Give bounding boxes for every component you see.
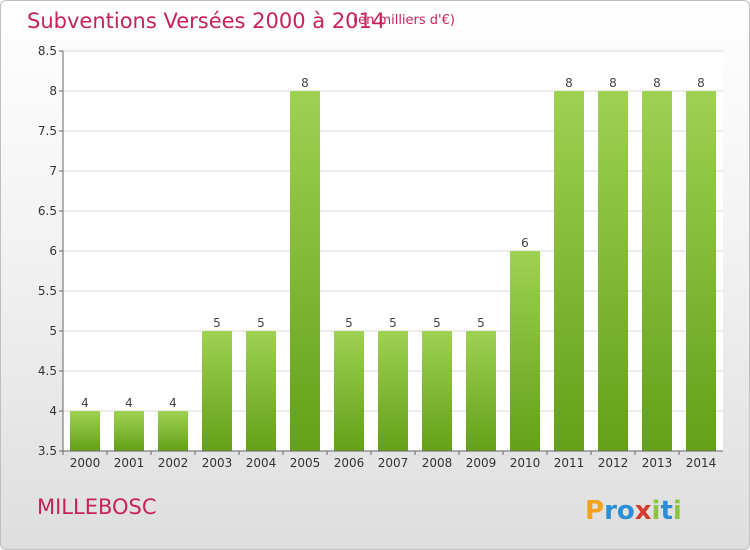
y-tick-label: 6.5	[38, 204, 57, 218]
bar-2014	[686, 91, 716, 451]
y-tick-label: 6	[49, 244, 57, 258]
value-label-2001: 4	[125, 396, 133, 410]
value-label-2009: 5	[477, 316, 485, 330]
svg-text:Proxiti: Proxiti	[585, 496, 682, 526]
bar-2001	[114, 411, 144, 451]
bar-2004	[246, 331, 276, 451]
bar-2011	[554, 91, 584, 451]
value-labels: 4 4 4 5 5 8 5 5 5 5 6 8 8 8 8	[81, 76, 705, 410]
value-label-2010: 6	[521, 236, 529, 250]
chart-title: Subventions Versées 2000 à 2014	[27, 9, 386, 33]
x-tick-label: 2010	[510, 456, 541, 470]
y-axis: 3.5 4 4.5 5 5.5 6 6.5 7 7.5 8 8.5	[38, 44, 63, 458]
bar-2003	[202, 331, 232, 451]
x-tick-label: 2002	[158, 456, 189, 470]
bar-2002	[158, 411, 188, 451]
value-label-2004: 5	[257, 316, 265, 330]
y-tick-label: 4.5	[38, 364, 57, 378]
x-tick-label: 2007	[378, 456, 409, 470]
value-label-2013: 8	[653, 76, 661, 90]
value-label-2003: 5	[213, 316, 221, 330]
x-tick-label: 2013	[642, 456, 673, 470]
bar-2013	[642, 91, 672, 451]
y-tick-label: 7.5	[38, 124, 57, 138]
chart-subtitle: (en milliers d'€)	[353, 13, 455, 28]
bar-2000	[70, 411, 100, 451]
y-tick-label: 8.5	[38, 44, 57, 58]
value-label-2014: 8	[697, 76, 705, 90]
y-tick-label: 4	[49, 404, 57, 418]
bar-2006	[334, 331, 364, 451]
value-label-2011: 8	[565, 76, 573, 90]
x-tick-label: 2005	[290, 456, 321, 470]
x-axis: 2000 2001 2002 2003 2004 2005 2006 2007 2008 2009…	[62, 451, 717, 470]
value-label-2007: 5	[389, 316, 397, 330]
y-tick-label: 7	[49, 164, 57, 178]
proxiti-logo: Proxiti	[585, 496, 682, 526]
x-tick-label: 2014	[686, 456, 717, 470]
x-tick-label: 2009	[466, 456, 497, 470]
y-tick-label: 3.5	[38, 444, 57, 458]
y-tick-label: 5	[49, 324, 57, 338]
bar-2009	[466, 331, 496, 451]
bar-2005	[290, 91, 320, 451]
x-tick-label: 2012	[598, 456, 629, 470]
x-tick-label: 2003	[202, 456, 233, 470]
value-label-2000: 4	[81, 396, 89, 410]
bar-2010	[510, 251, 540, 451]
y-tick-label: 8	[49, 84, 57, 98]
value-label-2012: 8	[609, 76, 617, 90]
value-label-2008: 5	[433, 316, 441, 330]
x-tick-label: 2001	[114, 456, 145, 470]
value-label-2005: 8	[301, 76, 309, 90]
bars-group	[70, 91, 716, 451]
x-tick-label: 2008	[422, 456, 453, 470]
x-tick-label: 2011	[554, 456, 585, 470]
value-label-2002: 4	[169, 396, 177, 410]
commune-name: MILLEBOSC	[37, 495, 157, 519]
y-tick-label: 5.5	[38, 284, 57, 298]
bar-2012	[598, 91, 628, 451]
value-label-2006: 5	[345, 316, 353, 330]
x-tick-label: 2004	[246, 456, 277, 470]
x-tick-label: 2000	[70, 456, 101, 470]
bar-2007	[378, 331, 408, 451]
x-tick-label: 2006	[334, 456, 365, 470]
bar-2008	[422, 331, 452, 451]
